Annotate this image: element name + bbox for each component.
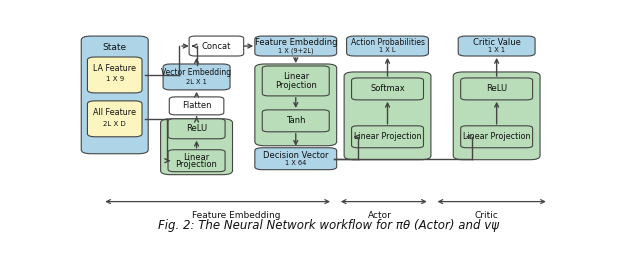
Text: 1 X 1: 1 X 1 [488, 47, 505, 53]
Text: Fig. 2: The Neural Network workflow for πθ (Actor) and vψ: Fig. 2: The Neural Network workflow for … [157, 219, 499, 232]
Text: Critic Value: Critic Value [473, 38, 520, 47]
Text: 2L X 1: 2L X 1 [186, 79, 207, 85]
Text: Feature Embedding: Feature Embedding [192, 211, 280, 220]
Text: Projection: Projection [275, 81, 317, 90]
Text: LA Feature: LA Feature [93, 64, 136, 74]
FancyBboxPatch shape [189, 36, 244, 56]
FancyBboxPatch shape [344, 72, 431, 160]
Text: Linear: Linear [283, 72, 309, 81]
FancyBboxPatch shape [81, 36, 148, 154]
FancyBboxPatch shape [262, 66, 329, 96]
Text: All Feature: All Feature [93, 108, 136, 117]
FancyBboxPatch shape [88, 57, 142, 93]
FancyBboxPatch shape [169, 97, 224, 115]
FancyBboxPatch shape [255, 64, 337, 146]
Text: Feature Embedding: Feature Embedding [255, 38, 337, 47]
Text: Linear Projection: Linear Projection [354, 132, 421, 141]
Text: 2L X D: 2L X D [103, 121, 126, 127]
FancyBboxPatch shape [351, 126, 424, 148]
FancyBboxPatch shape [255, 148, 337, 170]
FancyBboxPatch shape [351, 78, 424, 100]
Text: Decision Vector: Decision Vector [263, 151, 328, 160]
Text: ReLU: ReLU [486, 84, 508, 93]
Text: Tanh: Tanh [286, 116, 305, 125]
Text: Critic: Critic [475, 211, 499, 220]
Text: Action Probabilities: Action Probabilities [351, 38, 424, 47]
Text: Linear Projection: Linear Projection [463, 132, 531, 141]
Text: Flatten: Flatten [182, 101, 211, 110]
Text: State: State [102, 42, 127, 52]
FancyBboxPatch shape [163, 64, 230, 90]
Text: 1 X 9: 1 X 9 [106, 76, 124, 82]
FancyBboxPatch shape [453, 72, 540, 160]
Text: Concat: Concat [202, 41, 231, 51]
FancyBboxPatch shape [88, 101, 142, 137]
FancyBboxPatch shape [255, 36, 337, 56]
Text: 1 X L: 1 X L [380, 47, 396, 53]
Text: 1 X 64: 1 X 64 [285, 160, 307, 166]
FancyBboxPatch shape [458, 36, 535, 56]
FancyBboxPatch shape [161, 119, 232, 175]
Text: ReLU: ReLU [186, 124, 207, 133]
Text: 1 X (9+2L): 1 X (9+2L) [278, 47, 314, 54]
Text: Projection: Projection [175, 160, 218, 169]
Text: Linear: Linear [184, 153, 210, 162]
FancyBboxPatch shape [461, 78, 532, 100]
FancyBboxPatch shape [347, 36, 428, 56]
Text: Actor: Actor [368, 211, 392, 220]
FancyBboxPatch shape [461, 126, 532, 148]
FancyBboxPatch shape [262, 110, 329, 132]
Text: Softmax: Softmax [370, 84, 405, 93]
Text: Vector Embedding: Vector Embedding [161, 68, 232, 77]
FancyBboxPatch shape [168, 119, 225, 139]
FancyBboxPatch shape [168, 150, 225, 172]
